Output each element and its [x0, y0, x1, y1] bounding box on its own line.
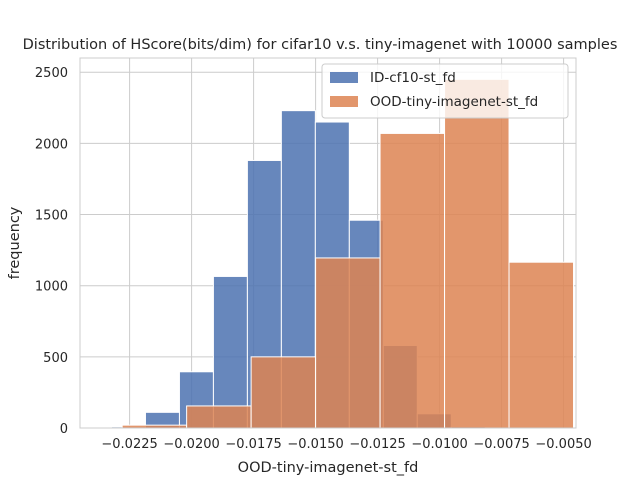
x-tick-labels: −0.0225 −0.0200 −0.0175 −0.0150 −0.0125 −0.01… [101, 437, 591, 452]
y-tick-label: 2000 [35, 137, 68, 152]
histogram-bar [212, 275, 248, 429]
histogram-bar [444, 78, 510, 429]
y-tick-label: 1000 [35, 280, 68, 295]
chart-title: Distribution of HScore(bits/dim) for cif… [23, 37, 618, 53]
axes-frame [79, 57, 577, 429]
x-tick-label: −0.0200 [163, 437, 219, 452]
y-tick-label: 0 [60, 422, 68, 437]
y-axis-label: frequency [7, 206, 23, 279]
y-tick-labels: 0 500 1000 1500 2000 2500 [35, 66, 68, 437]
histogram-bar [186, 405, 252, 429]
legend-label-id-cf10: ID-cf10-st_fd [370, 70, 456, 86]
bars [77, 78, 575, 429]
histogram-bar [250, 356, 317, 429]
legend-swatch-id-cf10 [330, 72, 358, 83]
x-tick-label: −0.0075 [473, 437, 529, 452]
histogram-bar [508, 261, 575, 429]
x-tick-label: −0.0100 [411, 437, 467, 452]
legend: ID-cf10-st_fd OOD-tiny-imagenet-st_fd [321, 63, 569, 119]
y-tick-label: 2500 [35, 66, 68, 81]
x-tick-label: −0.0150 [287, 437, 343, 452]
histogram-bar [379, 132, 446, 429]
x-tick-label: −0.0175 [225, 437, 281, 452]
y-tick-label: 1500 [35, 209, 68, 224]
x-axis-label: OOD-tiny-imagenet-st_fd [238, 460, 419, 476]
y-tick-label: 500 [43, 351, 68, 366]
series-ood-tiny-imagenet [121, 78, 575, 429]
legend-box [321, 63, 569, 119]
histogram-bar [315, 257, 381, 429]
legend-swatch-ood-tiny-imagenet [330, 96, 358, 107]
plot-area [77, 57, 577, 429]
x-tick-label: −0.0225 [101, 437, 157, 452]
x-tick-label: −0.0050 [535, 437, 591, 452]
legend-label-ood-tiny-imagenet: OOD-tiny-imagenet-st_fd [370, 94, 538, 110]
x-tick-label: −0.0125 [349, 437, 405, 452]
